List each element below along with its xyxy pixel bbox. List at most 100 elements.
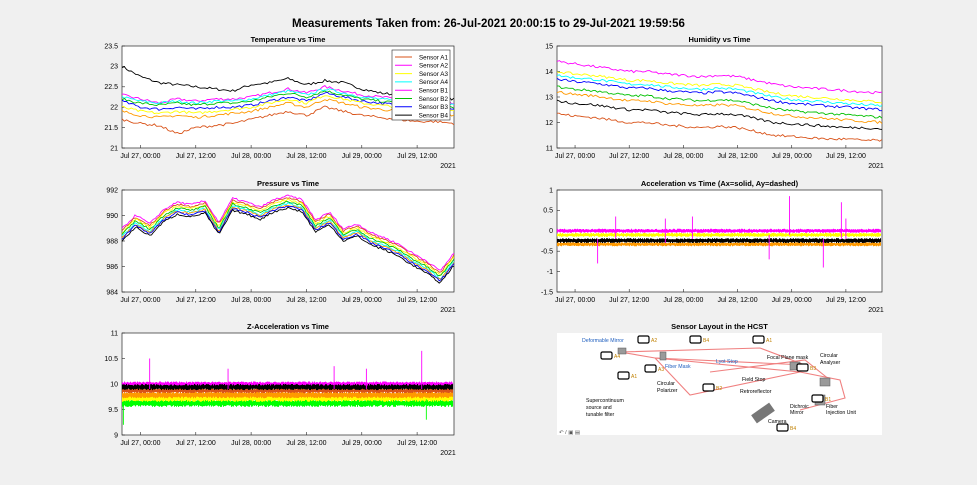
sensor-box-icon — [702, 383, 715, 392]
series-band-1 — [121, 399, 454, 407]
y-tick-label: 986 — [106, 264, 118, 271]
sensor-tag: B3 — [810, 366, 816, 372]
x-tick-label: Jul 28, 00:00 — [231, 440, 271, 447]
sensor-tag: A4 — [614, 354, 620, 360]
chart-title: Sensor Layout in the HCST — [671, 322, 768, 331]
chart-panel-4: Acceleration vs Time (Ax=solid, Ay=dashe… — [541, 179, 884, 314]
chart-title: Humidity vs Time — [689, 35, 751, 44]
x-tick-label: Jul 28, 00:00 — [663, 153, 703, 160]
x-tick-label: Jul 29, 12:00 — [826, 153, 866, 160]
x-year-label: 2021 — [440, 450, 456, 457]
toolbar-icon: ↶ / ▣ ▤ — [559, 429, 581, 436]
y-tick-label: 984 — [106, 289, 118, 296]
x-tick-label: Jul 28, 00:00 — [663, 297, 703, 304]
series-line-5 — [557, 85, 882, 119]
series-noise — [556, 228, 882, 233]
x-tick-label: Jul 28, 12:00 — [718, 297, 758, 304]
series-line-8 — [557, 112, 882, 142]
y-tick-label: 11 — [111, 330, 118, 337]
sensor-tag: A2 — [651, 338, 657, 344]
x-tick-label: Jul 29, 12:00 — [397, 440, 437, 447]
y-tick-label: 1 — [549, 187, 553, 194]
y-tick-label: -1.5 — [541, 289, 553, 296]
optic-element — [659, 351, 667, 361]
series-band-1 — [556, 228, 882, 233]
diagram-label: Mirror — [790, 410, 804, 416]
x-tick-label: Jul 27, 12:00 — [609, 297, 649, 304]
diagram-label: Supercontinuum — [586, 398, 624, 404]
diagram-label: Circular — [820, 353, 838, 359]
x-tick-label: Jul 29, 12:00 — [397, 153, 437, 160]
chart-title: Pressure vs Time — [257, 179, 319, 188]
sensor-tag: A1 — [631, 374, 637, 380]
sensor-box-icon — [637, 335, 650, 344]
series-line-4 — [121, 200, 455, 277]
figure-title: Measurements Taken from: 26-Jul-2021 20:… — [292, 18, 685, 30]
diagram-label: Analyser — [820, 360, 840, 366]
series-line-8 — [121, 206, 455, 284]
x-tick-label: Jul 28, 12:00 — [718, 153, 758, 160]
x-tick-label: Jul 29, 00:00 — [342, 153, 382, 160]
sensor-layout-panel: Sensor Layout in the HCST A2 B4 A1 A4 A3 A1 B3 B… — [557, 322, 882, 436]
x-tick-label: Jul 27, 00:00 — [120, 153, 160, 160]
legend-entry: Sensor A4 — [419, 79, 449, 86]
beam-path — [654, 357, 801, 396]
sensor-tag: B2 — [716, 386, 722, 392]
x-year-label: 2021 — [868, 307, 884, 314]
series-noise — [121, 388, 454, 394]
x-tick-label: Jul 27, 00:00 — [120, 297, 160, 304]
y-tick-label: -0.5 — [541, 249, 553, 256]
y-tick-label: 23.5 — [104, 43, 118, 50]
y-tick-label: 11 — [546, 145, 553, 152]
chart-panel-5: Z-Acceleration vs Time 9 9.5 10 10.5 11 Jul 27… — [104, 322, 456, 457]
legend-entry: Sensor A3 — [419, 71, 449, 78]
sensor-tag: B4 — [703, 338, 709, 344]
x-tick-label: Jul 29, 00:00 — [342, 297, 382, 304]
sensor-box-icon — [644, 364, 657, 373]
diagram-label: Deformable Mirror — [582, 338, 624, 344]
y-tick-label: 15 — [545, 43, 553, 50]
x-tick-label: Jul 27, 00:00 — [555, 153, 595, 160]
y-tick-label: 12 — [545, 120, 553, 127]
y-tick-label: 990 — [106, 213, 118, 220]
y-tick-label: 21.5 — [104, 125, 118, 132]
y-tick-label: 21 — [110, 145, 118, 152]
x-tick-label: Jul 28, 12:00 — [286, 297, 326, 304]
series-line-3 — [557, 74, 882, 107]
y-tick-label: 23 — [110, 64, 118, 71]
chart-panel-2: Humidity vs Time 11 12 13 14 15 Jul 27, 00:00 J… — [545, 35, 884, 170]
x-tick-label: Jul 27, 12:00 — [609, 153, 649, 160]
x-tick-label: Jul 29, 12:00 — [826, 297, 866, 304]
x-tick-label: Jul 27, 12:00 — [176, 297, 216, 304]
x-tick-label: Jul 28, 00:00 — [231, 297, 271, 304]
series-group — [557, 60, 882, 142]
sensor-box-icon — [600, 351, 613, 360]
series-line-6 — [557, 91, 882, 125]
x-tick-label: Jul 29, 00:00 — [772, 297, 812, 304]
sensor-box-icon — [752, 335, 765, 344]
chart-panel-3: Pressure vs Time 984 986 988 990 992 Jul 27, 0… — [106, 179, 456, 314]
sensor-tag: A3 — [658, 367, 664, 373]
x-tick-label: Jul 27, 00:00 — [120, 440, 160, 447]
legend-box — [391, 49, 451, 121]
diagram-label: source and — [586, 405, 612, 411]
diagram-label: Field Stop — [742, 377, 765, 383]
diagram-label: Circular — [657, 381, 675, 387]
y-tick-label: 9.5 — [108, 407, 118, 414]
y-tick-label: 0.5 — [543, 208, 553, 215]
series-line-5 — [121, 201, 455, 279]
series-band-5 — [121, 381, 454, 387]
series-noise — [121, 399, 454, 407]
series-noise — [121, 384, 454, 391]
y-tick-label: 10.5 — [104, 356, 118, 363]
y-tick-label: 988 — [106, 238, 118, 245]
y-tick-label: 22 — [110, 105, 118, 112]
series-band-3 — [121, 391, 454, 399]
optic-element — [617, 347, 627, 355]
series-band-3 — [556, 242, 882, 247]
legend-entry: Sensor B2 — [419, 96, 449, 103]
sensor-tag: B1 — [825, 397, 831, 403]
series-line-7 — [121, 205, 455, 282]
